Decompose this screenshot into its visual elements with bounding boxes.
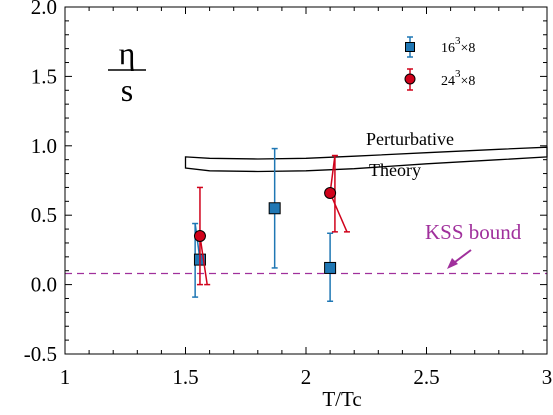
legend-label-16-tail: ×8 bbox=[461, 41, 476, 56]
kss-bound-label: KSS bound bbox=[425, 220, 522, 244]
error-bar-tail bbox=[199, 235, 208, 285]
y-tick-label: 1.0 bbox=[31, 134, 57, 158]
x-axis-label: T/Tc bbox=[322, 387, 361, 411]
x-tick-label: 1.5 bbox=[172, 365, 198, 389]
legend-label-16-sup: 3 bbox=[455, 35, 461, 47]
legend-square-marker bbox=[405, 42, 415, 52]
error-bar-tail bbox=[329, 192, 348, 233]
y-tick-label: 0.0 bbox=[31, 273, 57, 297]
axis-ticks bbox=[64, 6, 548, 355]
perturbative-band-outline bbox=[184, 146, 548, 173]
x-tick-label: 1 bbox=[60, 365, 71, 389]
circle-marker bbox=[324, 186, 337, 199]
legend-label-24-sup: 3 bbox=[455, 68, 461, 80]
legend-item-16: 163×8 bbox=[405, 35, 475, 58]
x-tick-label: 3 bbox=[542, 365, 553, 389]
plot-frame bbox=[64, 6, 548, 355]
error-bar-offset-link bbox=[194, 223, 201, 260]
x-tick-label: 2 bbox=[301, 365, 312, 389]
legend-item-24: 243×8 bbox=[404, 68, 475, 91]
legend-label-24: 243×8 bbox=[441, 68, 475, 89]
legend-label-16-base: 16 bbox=[441, 41, 455, 56]
legend-label-24-base: 24 bbox=[441, 74, 455, 89]
y-tick-label: 0.5 bbox=[31, 203, 57, 227]
perturbative-label-line1: Perturbative bbox=[366, 129, 454, 149]
perturbative-band bbox=[184, 146, 548, 173]
perturbative-label: Perturbative Theory bbox=[366, 129, 454, 180]
circle-marker bbox=[193, 230, 206, 243]
x-tick-label: 2.5 bbox=[413, 365, 439, 389]
legend: 163×8 243×8 bbox=[404, 35, 475, 91]
square-marker bbox=[268, 202, 281, 215]
y-tick-label: 2.0 bbox=[31, 0, 57, 19]
kss-arrow-head bbox=[447, 258, 458, 269]
kss-annotation: KSS bound bbox=[425, 220, 522, 269]
error-bar-offset-link bbox=[329, 155, 336, 194]
legend-label-24-tail: ×8 bbox=[461, 74, 476, 89]
y-tick-label: 1.5 bbox=[31, 64, 57, 88]
tick-labels: 1 1.5 2 2.5 3 -0.5 0.0 0.5 1.0 1.5 2.0 bbox=[24, 0, 553, 389]
legend-label-16: 163×8 bbox=[441, 35, 475, 56]
ratio-numerator: η bbox=[119, 35, 136, 71]
eta-over-s-label: η s bbox=[108, 35, 146, 108]
data-points bbox=[192, 147, 350, 303]
y-tick-label: -0.5 bbox=[24, 342, 57, 366]
perturbative-label-line2: Theory bbox=[369, 160, 421, 180]
square-marker bbox=[324, 261, 337, 274]
legend-circle-marker bbox=[404, 73, 416, 85]
ratio-denominator: s bbox=[121, 72, 133, 108]
